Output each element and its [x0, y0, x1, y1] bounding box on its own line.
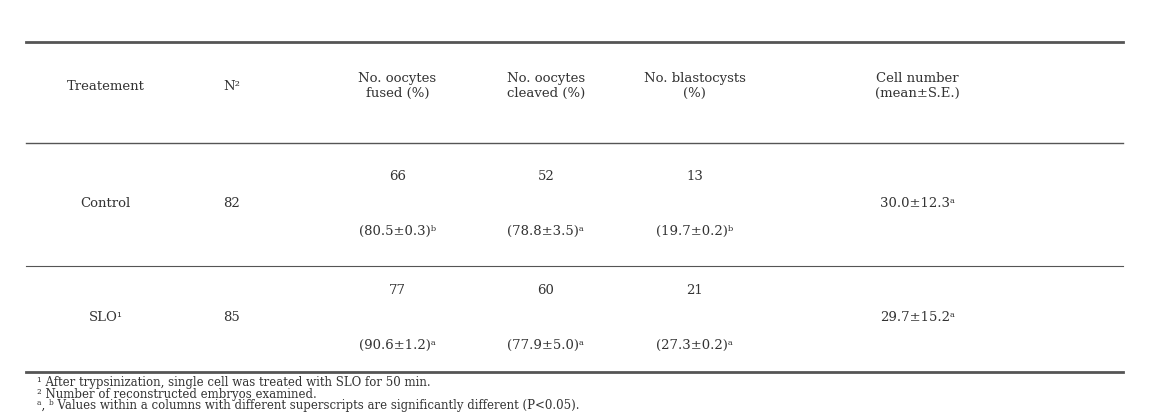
Text: N²: N²	[223, 80, 240, 93]
Text: (78.8±3.5)ᵃ: (78.8±3.5)ᵃ	[508, 225, 585, 238]
Text: ¹ After trypsinization, single cell was treated with SLO for 50 min.: ¹ After trypsinization, single cell was …	[37, 376, 431, 389]
Text: (19.7±0.2)ᵇ: (19.7±0.2)ᵇ	[656, 225, 733, 238]
Text: Cell number
(mean±S.E.): Cell number (mean±S.E.)	[876, 72, 959, 100]
Text: 66: 66	[388, 170, 406, 183]
Text: 29.7±15.2ᵃ: 29.7±15.2ᵃ	[880, 311, 955, 324]
Text: (90.6±1.2)ᵃ: (90.6±1.2)ᵃ	[358, 339, 435, 352]
Text: No. oocytes
cleaved (%): No. oocytes cleaved (%)	[507, 72, 585, 100]
Text: (27.3±0.2)ᵃ: (27.3±0.2)ᵃ	[656, 339, 733, 352]
Text: No. blastocysts
(%): No. blastocysts (%)	[643, 72, 746, 100]
Text: 13: 13	[686, 170, 703, 183]
Text: 85: 85	[223, 311, 240, 324]
Text: Control: Control	[80, 197, 131, 210]
Text: Treatement: Treatement	[67, 80, 145, 93]
Text: SLO¹: SLO¹	[88, 311, 123, 324]
Text: ² Number of reconstructed embryos examined.: ² Number of reconstructed embryos examin…	[37, 388, 317, 401]
Text: ᵃ, ᵇ Values within a columns with different superscripts are significantly diffe: ᵃ, ᵇ Values within a columns with differ…	[37, 399, 579, 412]
Text: 52: 52	[538, 170, 554, 183]
Text: No. oocytes
fused (%): No. oocytes fused (%)	[358, 72, 437, 100]
Text: 77: 77	[388, 284, 406, 297]
Text: 21: 21	[686, 284, 703, 297]
Text: 60: 60	[538, 284, 554, 297]
Text: 82: 82	[223, 197, 240, 210]
Text: (77.9±5.0)ᵃ: (77.9±5.0)ᵃ	[508, 339, 585, 352]
Text: (80.5±0.3)ᵇ: (80.5±0.3)ᵇ	[358, 225, 435, 238]
Text: 30.0±12.3ᵃ: 30.0±12.3ᵃ	[880, 197, 955, 210]
